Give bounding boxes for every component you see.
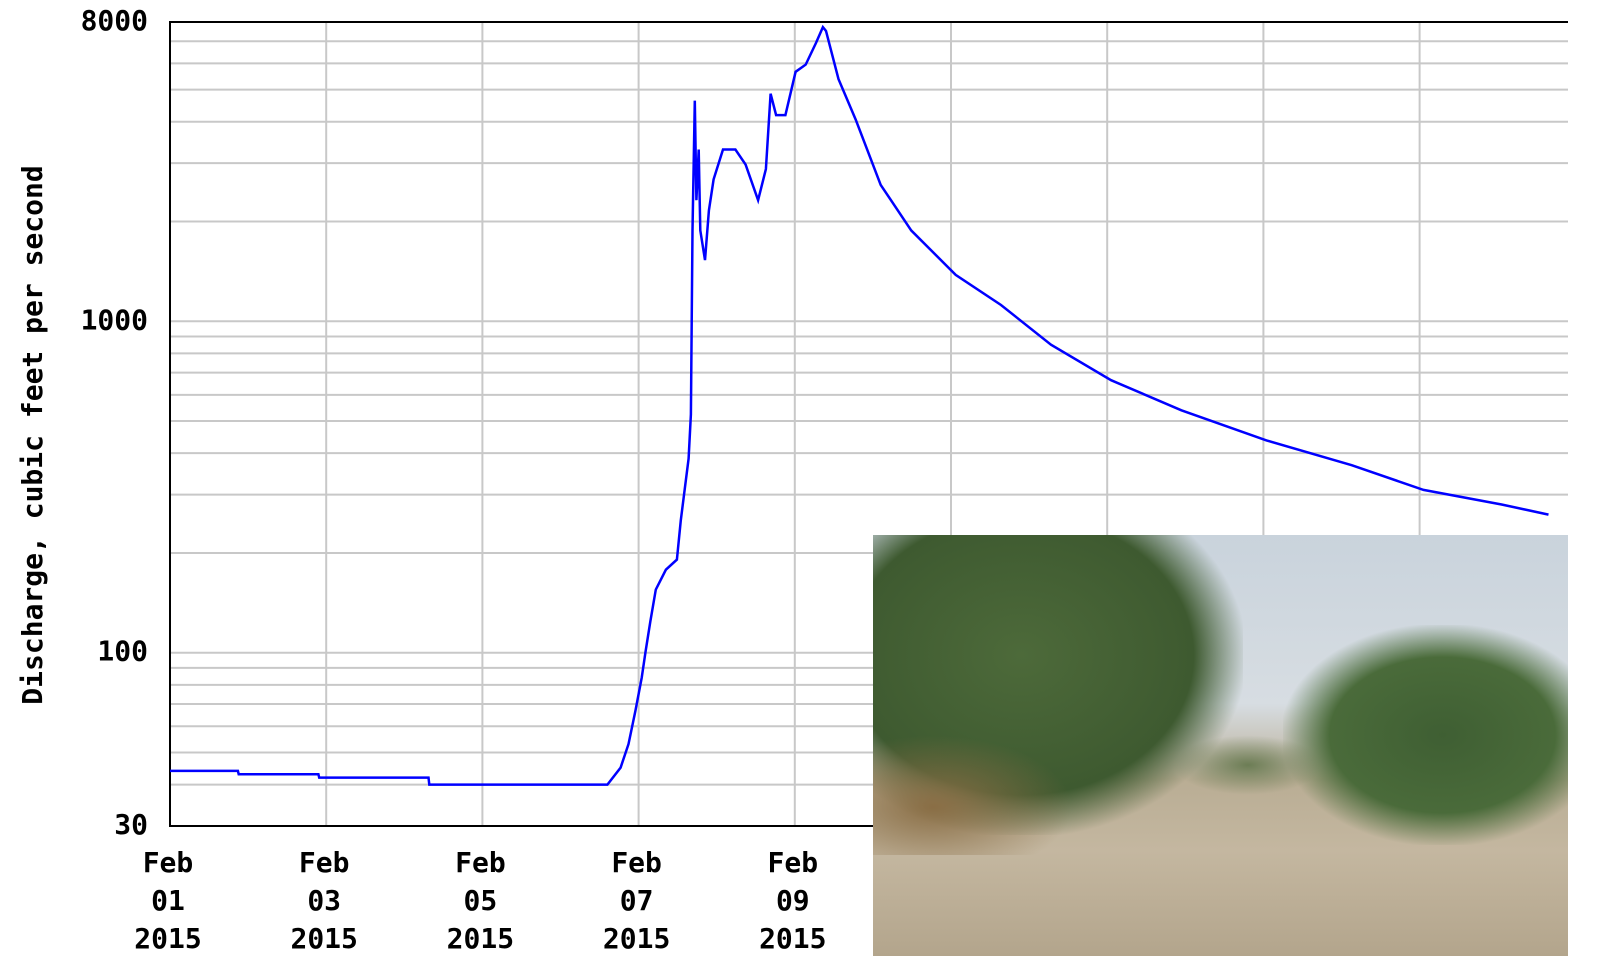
x-tick-label: Feb (143, 846, 194, 879)
distant-trees (1173, 735, 1323, 795)
x-tick-label: Feb (611, 846, 662, 879)
photo (873, 535, 1568, 956)
x-tick-label: 2015 (134, 922, 201, 955)
x-tick-label: 2015 (759, 922, 826, 955)
x-tick-label: Feb (455, 846, 506, 879)
trees-right (1283, 625, 1568, 845)
x-tick-label: Feb (299, 846, 350, 879)
x-tick-label: 03 (307, 884, 341, 917)
x-tick-label: Feb (768, 846, 819, 879)
page: {"chart_data": {"type": "line", "y_label… (0, 0, 1606, 979)
y-tick-label: 30 (114, 808, 148, 841)
x-tick-label: 01 (151, 884, 185, 917)
y-tick-label: 8000 (81, 4, 148, 37)
x-tick-label: 09 (776, 884, 810, 917)
brush (873, 735, 1073, 855)
x-tick-label: 05 (464, 884, 498, 917)
x-tick-label: 2015 (603, 922, 670, 955)
x-tick-label: 2015 (447, 922, 514, 955)
x-tick-label: 07 (620, 884, 654, 917)
x-tick-label: 2015 (290, 922, 357, 955)
y-tick-label: 100 (97, 635, 148, 668)
y-axis-label: Discharge, cubic feet per second (16, 165, 49, 704)
y-tick-label: 1000 (81, 303, 148, 336)
